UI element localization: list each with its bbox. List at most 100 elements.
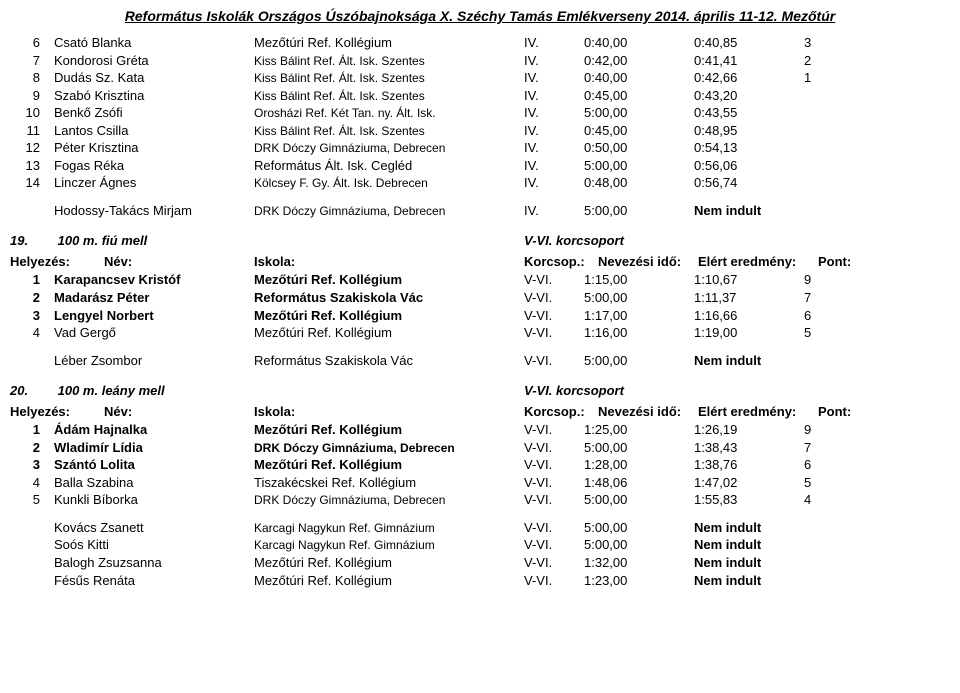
header-group: Korcsop.: xyxy=(524,404,598,419)
cell-school: Karcagi Nagykun Ref. Gimnázium xyxy=(254,537,524,553)
cell-point: 5 xyxy=(804,324,854,342)
cell-group: V-VI. xyxy=(524,519,584,537)
event-group: V-VI. korcsoport xyxy=(524,383,624,398)
cell-school: Mezőtúri Ref. Kollégium xyxy=(254,554,524,572)
cell-entry: 0:40,00 xyxy=(584,69,694,87)
result-row: 1Karapancsev KristófMezőtúri Ref. Kollég… xyxy=(10,271,950,289)
cell-school: Mezőtúri Ref. Kollégium xyxy=(254,572,524,590)
event-number: 19. xyxy=(10,233,54,248)
cell-name: Balogh Zsuzsanna xyxy=(54,554,254,572)
cell-entry: 1:28,00 xyxy=(584,456,694,474)
cell-entry: 5:00,00 xyxy=(584,202,694,220)
cell-group: IV. xyxy=(524,202,584,220)
cell-name: Linczer Ágnes xyxy=(54,174,254,192)
result-row: 8Dudás Sz. KataKiss Bálint Ref. Ált. Isk… xyxy=(10,69,950,87)
result-row: 10Benkő ZsófiOrosházi Ref. Két Tan. ny. … xyxy=(10,104,950,122)
cell-result: Nem indult xyxy=(694,536,804,554)
header-name: Név: xyxy=(104,404,254,419)
cell-entry: 1:32,00 xyxy=(584,554,694,572)
header-name: Név: xyxy=(104,254,254,269)
cell-rank: 1 xyxy=(10,421,54,439)
result-row: 13Fogas RékaReformátus Ált. Isk. CeglédI… xyxy=(10,157,950,175)
cell-rank: 13 xyxy=(10,157,54,175)
cell-group: V-VI. xyxy=(524,456,584,474)
cell-entry: 1:15,00 xyxy=(584,271,694,289)
cell-group: V-VI. xyxy=(524,289,584,307)
cell-group: IV. xyxy=(524,104,584,122)
cell-group: IV. xyxy=(524,157,584,175)
event-title: 100 m. leány mell xyxy=(58,383,165,398)
event-number: 20. xyxy=(10,383,54,398)
header-rank: Helyezés: xyxy=(10,404,104,419)
cell-entry: 5:00,00 xyxy=(584,157,694,175)
cell-name: Madarász Péter xyxy=(54,289,254,307)
cell-point: 7 xyxy=(804,439,854,457)
cell-name: Szántó Lolita xyxy=(54,456,254,474)
result-row: 7Kondorosi GrétaKiss Bálint Ref. Ált. Is… xyxy=(10,52,950,70)
cell-rank: 12 xyxy=(10,139,54,157)
cell-school: Kölcsey F. Gy. Ált. Isk. Debrecen xyxy=(254,175,524,191)
cell-group: V-VI. xyxy=(524,491,584,509)
cell-group: V-VI. xyxy=(524,572,584,590)
cell-group: V-VI. xyxy=(524,324,584,342)
column-header-row: Helyezés: Név: Iskola: Korcsop.: Nevezés… xyxy=(10,254,950,269)
result-row: 4Balla SzabinaTiszakécskei Ref. Kollégiu… xyxy=(10,474,950,492)
cell-rank: 5 xyxy=(10,491,54,509)
event-heading-19: 19. 100 m. fiú mell V-VI. korcsoport xyxy=(10,233,950,248)
cell-school: Kiss Bálint Ref. Ált. Isk. Szentes xyxy=(254,88,524,104)
cell-entry: 0:40,00 xyxy=(584,34,694,52)
cell-result: Nem indult xyxy=(694,554,804,572)
cell-entry: 5:00,00 xyxy=(584,352,694,370)
result-row: 4Vad GergőMezőtúri Ref. KollégiumV-VI.1:… xyxy=(10,324,950,342)
cell-school: Református Ált. Isk. Cegléd xyxy=(254,157,524,175)
cell-result: 0:40,85 xyxy=(694,34,804,52)
result-row: Balogh ZsuzsannaMezőtúri Ref. KollégiumV… xyxy=(10,554,950,572)
cell-rank: 4 xyxy=(10,474,54,492)
cell-name: Lengyel Norbert xyxy=(54,307,254,325)
cell-name: Fésűs Renáta xyxy=(54,572,254,590)
result-row: 1Ádám HajnalkaMezőtúri Ref. KollégiumV-V… xyxy=(10,421,950,439)
cell-point: 9 xyxy=(804,271,854,289)
cell-result: 1:55,83 xyxy=(694,491,804,509)
cell-entry: 5:00,00 xyxy=(584,519,694,537)
cell-result: 1:26,19 xyxy=(694,421,804,439)
cell-result: 0:56,74 xyxy=(694,174,804,192)
cell-rank: 9 xyxy=(10,87,54,105)
cell-entry: 1:23,00 xyxy=(584,572,694,590)
cell-entry: 5:00,00 xyxy=(584,439,694,457)
cell-entry: 0:45,00 xyxy=(584,87,694,105)
result-row: 9Szabó KrisztinaKiss Bálint Ref. Ált. Is… xyxy=(10,87,950,105)
cell-entry: 0:45,00 xyxy=(584,122,694,140)
cell-name: Kovács Zsanett xyxy=(54,519,254,537)
cell-rank: 7 xyxy=(10,52,54,70)
header-group: Korcsop.: xyxy=(524,254,598,269)
cell-result: Nem indult xyxy=(694,519,804,537)
cell-result: 1:16,66 xyxy=(694,307,804,325)
cell-group: IV. xyxy=(524,139,584,157)
cell-entry: 1:16,00 xyxy=(584,324,694,342)
page-title: Református Iskolák Országos Úszóbajnoksá… xyxy=(10,8,950,24)
cell-school: Tiszakécskei Ref. Kollégium xyxy=(254,474,524,492)
result-row: 3Szántó LolitaMezőtúri Ref. KollégiumV-V… xyxy=(10,456,950,474)
result-row: 2Wladimír LídiaDRK Dóczy Gimnáziuma, Deb… xyxy=(10,439,950,457)
cell-name: Vad Gergő xyxy=(54,324,254,342)
event-heading-20: 20. 100 m. leány mell V-VI. korcsoport xyxy=(10,383,950,398)
column-header-row: Helyezés: Név: Iskola: Korcsop.: Nevezés… xyxy=(10,404,950,419)
results-section-19-extras: Léber ZsomborReformátus Szakiskola VácV-… xyxy=(10,352,950,370)
cell-result: 1:38,43 xyxy=(694,439,804,457)
cell-name: Szabó Krisztina xyxy=(54,87,254,105)
cell-point: 5 xyxy=(804,474,854,492)
cell-entry: 1:48,06 xyxy=(584,474,694,492)
cell-group: IV. xyxy=(524,34,584,52)
header-rank: Helyezés: xyxy=(10,254,104,269)
cell-rank: 4 xyxy=(10,324,54,342)
cell-rank: 2 xyxy=(10,439,54,457)
cell-rank: 1 xyxy=(10,271,54,289)
results-section-20-extras: Kovács ZsanettKarcagi Nagykun Ref. Gimná… xyxy=(10,519,950,589)
header-school: Iskola: xyxy=(254,404,524,419)
result-row: Hodossy-Takács MirjamDRK Dóczy Gimnázium… xyxy=(10,202,950,220)
results-section-20: 1Ádám HajnalkaMezőtúri Ref. KollégiumV-V… xyxy=(10,421,950,509)
cell-result: 0:43,55 xyxy=(694,104,804,122)
result-row: Léber ZsomborReformátus Szakiskola VácV-… xyxy=(10,352,950,370)
cell-rank: 11 xyxy=(10,122,54,140)
